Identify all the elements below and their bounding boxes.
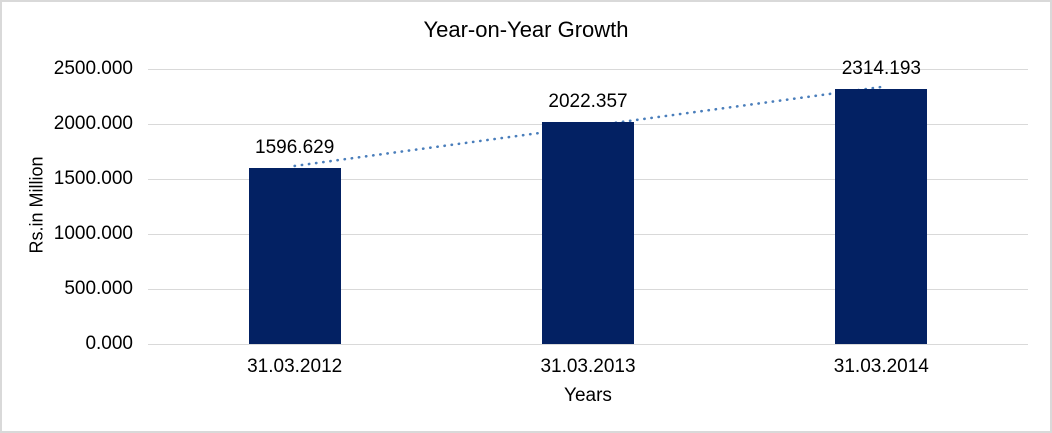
x-category-label: 31.03.2014	[833, 356, 929, 377]
chart-title: Year-on-Year Growth	[423, 17, 629, 42]
bar	[835, 89, 928, 344]
y-tick-label: 2500.000	[53, 58, 133, 79]
bar-data-label: 2022.357	[548, 90, 628, 112]
y-tick-label: 1500.000	[53, 168, 133, 189]
bar-data-label: 1596.629	[255, 137, 335, 159]
y-tick-label: 500.000	[64, 278, 133, 299]
bar	[542, 121, 634, 344]
x-axis-title: Years	[564, 385, 612, 406]
y-tick-label: 0.000	[85, 333, 133, 354]
plot-area	[148, 68, 1028, 345]
gridline	[148, 343, 1028, 345]
bar	[248, 168, 341, 344]
bar-data-label: 2314.193	[841, 58, 921, 80]
gridline	[148, 68, 1028, 70]
y-tick-label: 1000.000	[53, 223, 133, 244]
y-tick-label: 2000.000	[53, 113, 133, 134]
x-category-label: 31.03.2013	[540, 356, 636, 377]
x-category-label: 31.03.2012	[247, 356, 343, 377]
